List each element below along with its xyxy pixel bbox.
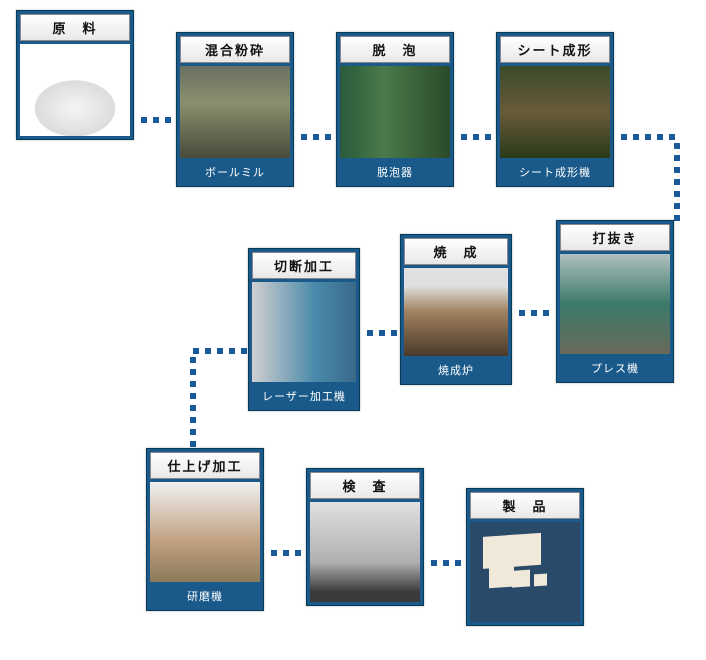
node-image-inspect [310, 502, 420, 602]
connector-punch-fire [516, 310, 552, 316]
node-title-raw: 原 料 [20, 14, 130, 41]
node-image-raw [20, 44, 130, 136]
node-defoam: 脱 泡脱泡器 [336, 32, 454, 187]
node-title-product: 製 品 [470, 492, 580, 519]
node-punch: 打抜きプレス機 [556, 220, 674, 383]
node-caption-defoam: 脱泡器 [340, 158, 450, 183]
node-raw: 原 料 [16, 10, 134, 140]
node-image-fire [404, 268, 508, 356]
node-title-defoam: 脱 泡 [340, 36, 450, 63]
node-mix: 混合粉砕ボールミル [176, 32, 294, 187]
connector-turn2-finish [190, 354, 196, 450]
connector-cut-turn2 [190, 348, 250, 354]
node-caption-sheet: シート成形機 [500, 158, 610, 183]
node-caption-punch: プレス機 [560, 354, 670, 379]
connector-raw-mix [138, 117, 174, 123]
connector-finish-inspect [268, 550, 304, 556]
node-title-cut: 切断加工 [252, 252, 356, 279]
node-image-mix [180, 66, 290, 158]
connector-inspect-product [428, 560, 464, 566]
node-title-inspect: 検 査 [310, 472, 420, 499]
node-image-product [470, 522, 580, 622]
node-image-finish [150, 482, 260, 582]
node-title-mix: 混合粉砕 [180, 36, 290, 63]
node-cut: 切断加工レーザー加工機 [248, 248, 360, 411]
node-caption-fire: 焼成炉 [404, 356, 508, 381]
node-title-punch: 打抜き [560, 224, 670, 251]
node-product: 製 品 [466, 488, 584, 626]
node-caption-mix: ボールミル [180, 158, 290, 183]
node-caption-cut: レーザー加工機 [252, 382, 356, 407]
node-finish: 仕上げ加工研磨機 [146, 448, 264, 611]
node-image-punch [560, 254, 670, 354]
node-image-cut [252, 282, 356, 382]
node-image-sheet [500, 66, 610, 158]
node-title-finish: 仕上げ加工 [150, 452, 260, 479]
node-title-sheet: シート成形 [500, 36, 610, 63]
connector-turn1-punch [674, 140, 680, 224]
node-fire: 焼 成焼成炉 [400, 234, 512, 385]
node-caption-finish: 研磨機 [150, 582, 260, 607]
node-inspect: 検 査 [306, 468, 424, 606]
node-image-defoam [340, 66, 450, 158]
node-title-fire: 焼 成 [404, 238, 508, 265]
connector-fire-cut [364, 330, 400, 336]
node-sheet: シート成形シート成形機 [496, 32, 614, 187]
connector-sheet-turn1 [618, 134, 678, 140]
connector-mix-defoam [298, 134, 334, 140]
connector-defoam-sheet [458, 134, 494, 140]
